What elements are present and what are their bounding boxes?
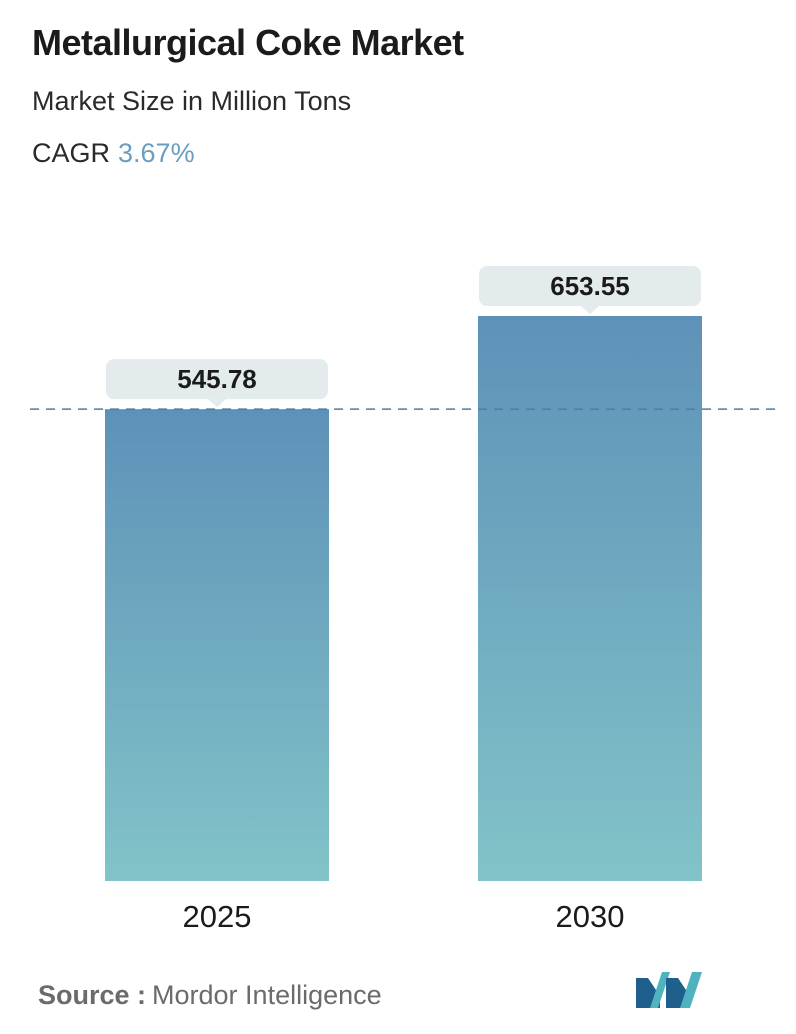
x-tick-label: 2030 xyxy=(556,899,625,934)
bar-chart: 545.78 2025 653.55 2030 xyxy=(30,266,780,934)
source-label: Source : xyxy=(38,980,147,1010)
source-note: Source : Mordor Intelligence xyxy=(38,980,382,1011)
value-label: 653.55 xyxy=(550,271,630,301)
cagr-label: CAGR xyxy=(32,138,111,168)
value-label-bubble xyxy=(106,359,328,400)
value-label-pointer xyxy=(581,306,599,314)
mordor-intelligence-logo xyxy=(636,972,702,1008)
value-label-pointer xyxy=(208,399,226,408)
bar-2030 xyxy=(478,316,702,881)
source-value: Mordor Intelligence xyxy=(152,980,382,1010)
value-label-bubble xyxy=(479,266,701,306)
cagr-line: CAGR 3.67% xyxy=(32,138,195,169)
cagr-value: 3.67% xyxy=(118,138,195,168)
value-label: 545.78 xyxy=(177,364,257,394)
chart-title: Metallurgical Coke Market xyxy=(32,22,464,63)
bar-2025 xyxy=(105,409,329,881)
x-tick-label: 2025 xyxy=(183,899,252,934)
chart-subtitle: Market Size in Million Tons xyxy=(32,86,352,116)
